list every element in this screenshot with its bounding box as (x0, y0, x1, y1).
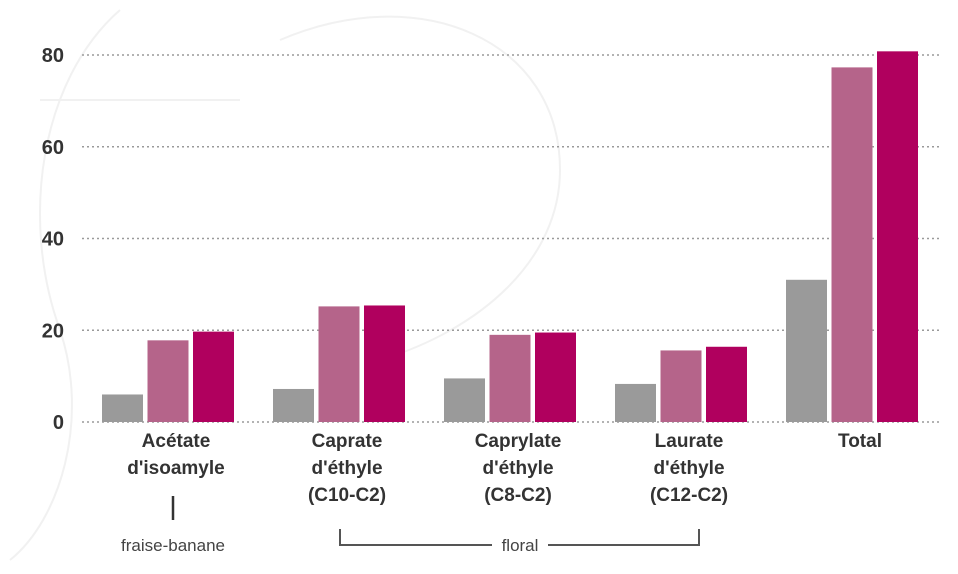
x-category-label-4-line-1: Laurate (655, 431, 724, 452)
bar-series3-cat1 (193, 331, 234, 422)
x-category-label-5-line-1: Total (838, 431, 882, 452)
x-axis-categories: Acétate d'isoamyle Caprate d'éthyle (C10-C2)… (127, 431, 882, 506)
bar-series3-cat4 (706, 346, 747, 422)
x-category-label-3-line-3: (C8-C2) (484, 485, 552, 506)
bar-series3-cat3 (535, 332, 576, 422)
y-tick-label-80: 80 (42, 45, 64, 67)
y-tick-label-60: 60 (42, 137, 64, 159)
bar-series1-cat4 (615, 383, 656, 422)
floral-bracket-left (339, 529, 492, 546)
bar-series3-cat2 (364, 305, 405, 422)
x-category-label-1-line-2: d'isoamyle (127, 458, 224, 479)
y-tick-label-0: 0 (53, 412, 64, 434)
bar-series1-cat1 (102, 394, 143, 422)
y-axis-ticks: 0 20 40 60 80 (42, 45, 64, 434)
x-category-label-2-line-3: (C10-C2) (308, 485, 386, 506)
watermark-decoration (9, 9, 562, 561)
floral-bracket-right (548, 529, 700, 546)
x-category-label-2-line-1: Caprate (312, 431, 383, 452)
x-category-label-3-line-1: Caprylate (475, 431, 562, 452)
bar-series1-cat3 (444, 378, 485, 422)
bar-series2-cat2 (318, 306, 360, 422)
x-category-label-3-line-2: d'éthyle (482, 458, 553, 479)
x-category-label-4-line-3: (C12-C2) (650, 485, 728, 506)
bars (102, 51, 918, 423)
y-tick-label-20: 20 (42, 320, 64, 342)
bar-series3-cat5 (877, 51, 918, 423)
bar-series2-cat3 (489, 334, 531, 422)
floral-label: floral (502, 536, 539, 555)
fraise-banane-label: fraise-banane (121, 536, 225, 555)
bar-series2-cat4 (660, 350, 702, 422)
x-category-label-4-line-2: d'éthyle (653, 458, 724, 479)
x-category-label-2-line-2: d'éthyle (311, 458, 382, 479)
bar-series1-cat5 (786, 279, 827, 422)
x-category-label-1-line-1: Acétate (142, 431, 211, 452)
bar-series1-cat2 (273, 388, 314, 422)
y-tick-label-40: 40 (42, 229, 64, 251)
bar-series2-cat1 (147, 340, 189, 422)
bar-series2-cat5 (831, 67, 873, 422)
